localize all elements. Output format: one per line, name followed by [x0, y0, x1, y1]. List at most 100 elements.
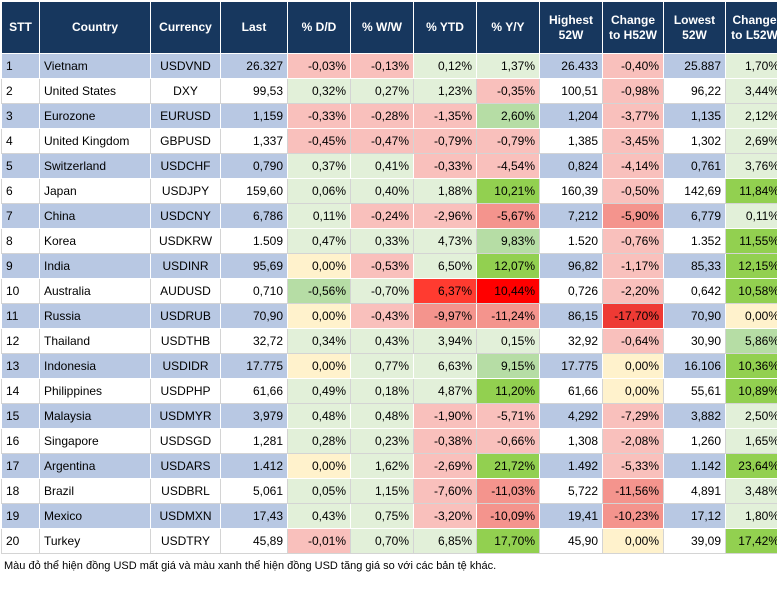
cell-pct-ww: 0,48%	[351, 404, 414, 429]
cell-highest-52w: 1,308	[540, 429, 603, 454]
header-row: STT Country Currency Last % D/D % W/W % …	[2, 2, 777, 54]
cell-country: Brazil	[40, 479, 151, 504]
cell-pct-yy: -11,24%	[477, 304, 540, 329]
cell-change-h52w: -4,14%	[603, 154, 664, 179]
cell-stt: 14	[2, 379, 40, 404]
cell-pct-ytd: -0,79%	[414, 129, 477, 154]
cell-change-l52w: 5,86%	[726, 329, 777, 354]
cell-change-h52w: -5,90%	[603, 204, 664, 229]
cell-stt: 18	[2, 479, 40, 504]
cell-last: 1.412	[221, 454, 288, 479]
cell-pct-dd: 0,34%	[288, 329, 351, 354]
cell-last: 0,790	[221, 154, 288, 179]
cell-change-h52w: -17,70%	[603, 304, 664, 329]
cell-highest-52w: 160,39	[540, 179, 603, 204]
fx-table: STT Country Currency Last % D/D % W/W % …	[1, 1, 777, 554]
cell-pct-yy: -5,71%	[477, 404, 540, 429]
header-stt: STT	[2, 2, 40, 54]
cell-last: 0,710	[221, 279, 288, 304]
cell-stt: 1	[2, 54, 40, 79]
cell-change-l52w: 12,15%	[726, 254, 777, 279]
cell-change-h52w: 0,00%	[603, 354, 664, 379]
cell-country: Singapore	[40, 429, 151, 454]
cell-change-l52w: 10,36%	[726, 354, 777, 379]
cell-stt: 2	[2, 79, 40, 104]
cell-stt: 3	[2, 104, 40, 129]
cell-highest-52w: 5,722	[540, 479, 603, 504]
cell-stt: 19	[2, 504, 40, 529]
cell-currency: USDVND	[151, 54, 221, 79]
cell-pct-ytd: -9,97%	[414, 304, 477, 329]
footnote: Màu đỏ thể hiện đồng USD mất giá và màu …	[4, 560, 777, 572]
cell-country: Japan	[40, 179, 151, 204]
cell-change-h52w: 0,00%	[603, 379, 664, 404]
cell-last: 17.775	[221, 354, 288, 379]
cell-highest-52w: 61,66	[540, 379, 603, 404]
cell-currency: USDARS	[151, 454, 221, 479]
header-pct-dd: % D/D	[288, 2, 351, 54]
cell-change-h52w: -1,17%	[603, 254, 664, 279]
cell-stt: 11	[2, 304, 40, 329]
cell-pct-ww: 1,15%	[351, 479, 414, 504]
cell-stt: 10	[2, 279, 40, 304]
cell-last: 1,337	[221, 129, 288, 154]
cell-pct-dd: 0,48%	[288, 404, 351, 429]
cell-stt: 17	[2, 454, 40, 479]
cell-highest-52w: 26.433	[540, 54, 603, 79]
cell-pct-ytd: -7,60%	[414, 479, 477, 504]
cell-stt: 16	[2, 429, 40, 454]
cell-lowest-52w: 96,22	[664, 79, 726, 104]
cell-change-h52w: -0,98%	[603, 79, 664, 104]
cell-pct-ww: 0,18%	[351, 379, 414, 404]
cell-pct-dd: 0,00%	[288, 454, 351, 479]
cell-stt: 12	[2, 329, 40, 354]
cell-pct-dd: 0,47%	[288, 229, 351, 254]
cell-pct-ww: -0,24%	[351, 204, 414, 229]
cell-currency: USDCHF	[151, 154, 221, 179]
header-pct-ytd: % YTD	[414, 2, 477, 54]
cell-last: 99,53	[221, 79, 288, 104]
cell-lowest-52w: 39,09	[664, 529, 726, 554]
cell-currency: USDPHP	[151, 379, 221, 404]
cell-highest-52w: 19,41	[540, 504, 603, 529]
cell-pct-dd: 0,28%	[288, 429, 351, 454]
cell-pct-dd: 0,37%	[288, 154, 351, 179]
cell-lowest-52w: 1,302	[664, 129, 726, 154]
cell-pct-ww: 0,27%	[351, 79, 414, 104]
cell-pct-yy: 2,60%	[477, 104, 540, 129]
cell-pct-ytd: -2,96%	[414, 204, 477, 229]
cell-pct-dd: 0,00%	[288, 304, 351, 329]
cell-pct-yy: 0,15%	[477, 329, 540, 354]
cell-country: India	[40, 254, 151, 279]
cell-pct-ytd: -1,90%	[414, 404, 477, 429]
header-last: Last	[221, 2, 288, 54]
cell-currency: USDBRL	[151, 479, 221, 504]
cell-pct-yy: -11,03%	[477, 479, 540, 504]
cell-change-h52w: -0,76%	[603, 229, 664, 254]
cell-country: Eurozone	[40, 104, 151, 129]
cell-change-h52w: -7,29%	[603, 404, 664, 429]
cell-pct-yy: 12,07%	[477, 254, 540, 279]
cell-pct-ww: -0,28%	[351, 104, 414, 129]
cell-pct-ww: 0,40%	[351, 179, 414, 204]
cell-country: Korea	[40, 229, 151, 254]
cell-currency: USDIDR	[151, 354, 221, 379]
cell-pct-ytd: 6,63%	[414, 354, 477, 379]
cell-pct-ytd: 6,37%	[414, 279, 477, 304]
cell-pct-yy: -0,35%	[477, 79, 540, 104]
cell-highest-52w: 0,726	[540, 279, 603, 304]
cell-lowest-52w: 55,61	[664, 379, 726, 404]
cell-country: Indonesia	[40, 354, 151, 379]
cell-pct-ww: 0,75%	[351, 504, 414, 529]
cell-pct-dd: 0,32%	[288, 79, 351, 104]
cell-highest-52w: 1,204	[540, 104, 603, 129]
cell-pct-dd: 0,00%	[288, 354, 351, 379]
cell-change-h52w: -0,50%	[603, 179, 664, 204]
